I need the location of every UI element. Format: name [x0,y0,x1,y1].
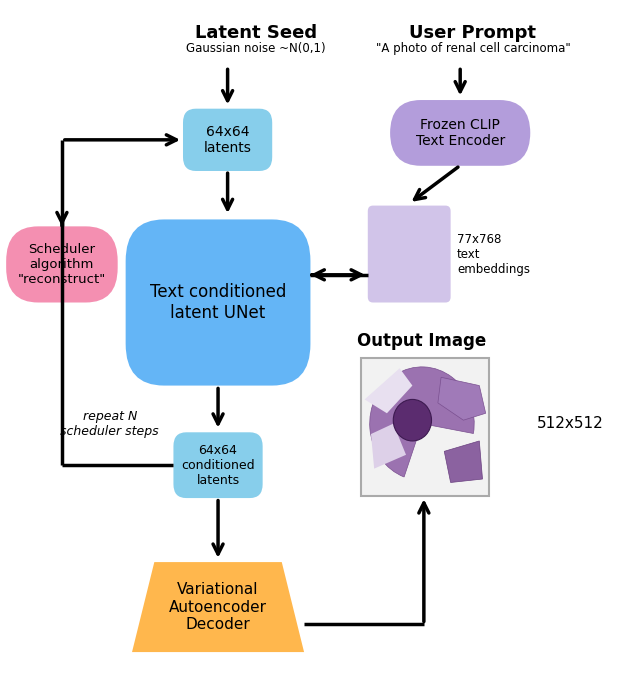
Text: 64x64
latents: 64x64 latents [204,124,252,155]
Text: Text conditioned
latent UNet: Text conditioned latent UNet [150,283,286,322]
FancyBboxPatch shape [125,220,310,386]
Polygon shape [444,441,483,482]
Text: Frozen CLIP
Text Encoder: Frozen CLIP Text Encoder [415,118,505,148]
Text: 64x64
conditioned
latents: 64x64 conditioned latents [181,443,255,486]
Text: Gaussian noise ~Ν(0,1): Gaussian noise ~Ν(0,1) [186,42,326,55]
Text: Variational
Autoencoder
Decoder: Variational Autoencoder Decoder [169,582,267,632]
FancyBboxPatch shape [390,100,531,166]
Text: Output Image: Output Image [357,332,486,350]
Text: Scheduler
algorithm
"reconstruct": Scheduler algorithm "reconstruct" [18,243,106,286]
FancyBboxPatch shape [173,432,262,498]
Text: 512x512: 512x512 [537,416,604,431]
Polygon shape [371,424,406,468]
Text: Latent Seed: Latent Seed [195,24,317,42]
FancyBboxPatch shape [368,206,451,302]
Text: repeat Ν
scheduler steps: repeat Ν scheduler steps [60,409,159,438]
Text: User Prompt: User Prompt [410,24,536,42]
Text: "A photo of renal cell carcinoma": "A photo of renal cell carcinoma" [376,42,570,55]
FancyBboxPatch shape [183,108,272,171]
Wedge shape [370,367,474,477]
Polygon shape [365,368,412,414]
FancyBboxPatch shape [362,358,489,496]
Text: 77x768
text
embeddings: 77x768 text embeddings [457,233,530,275]
Polygon shape [132,562,304,652]
Circle shape [394,400,431,441]
FancyBboxPatch shape [6,227,118,302]
Polygon shape [438,377,486,420]
